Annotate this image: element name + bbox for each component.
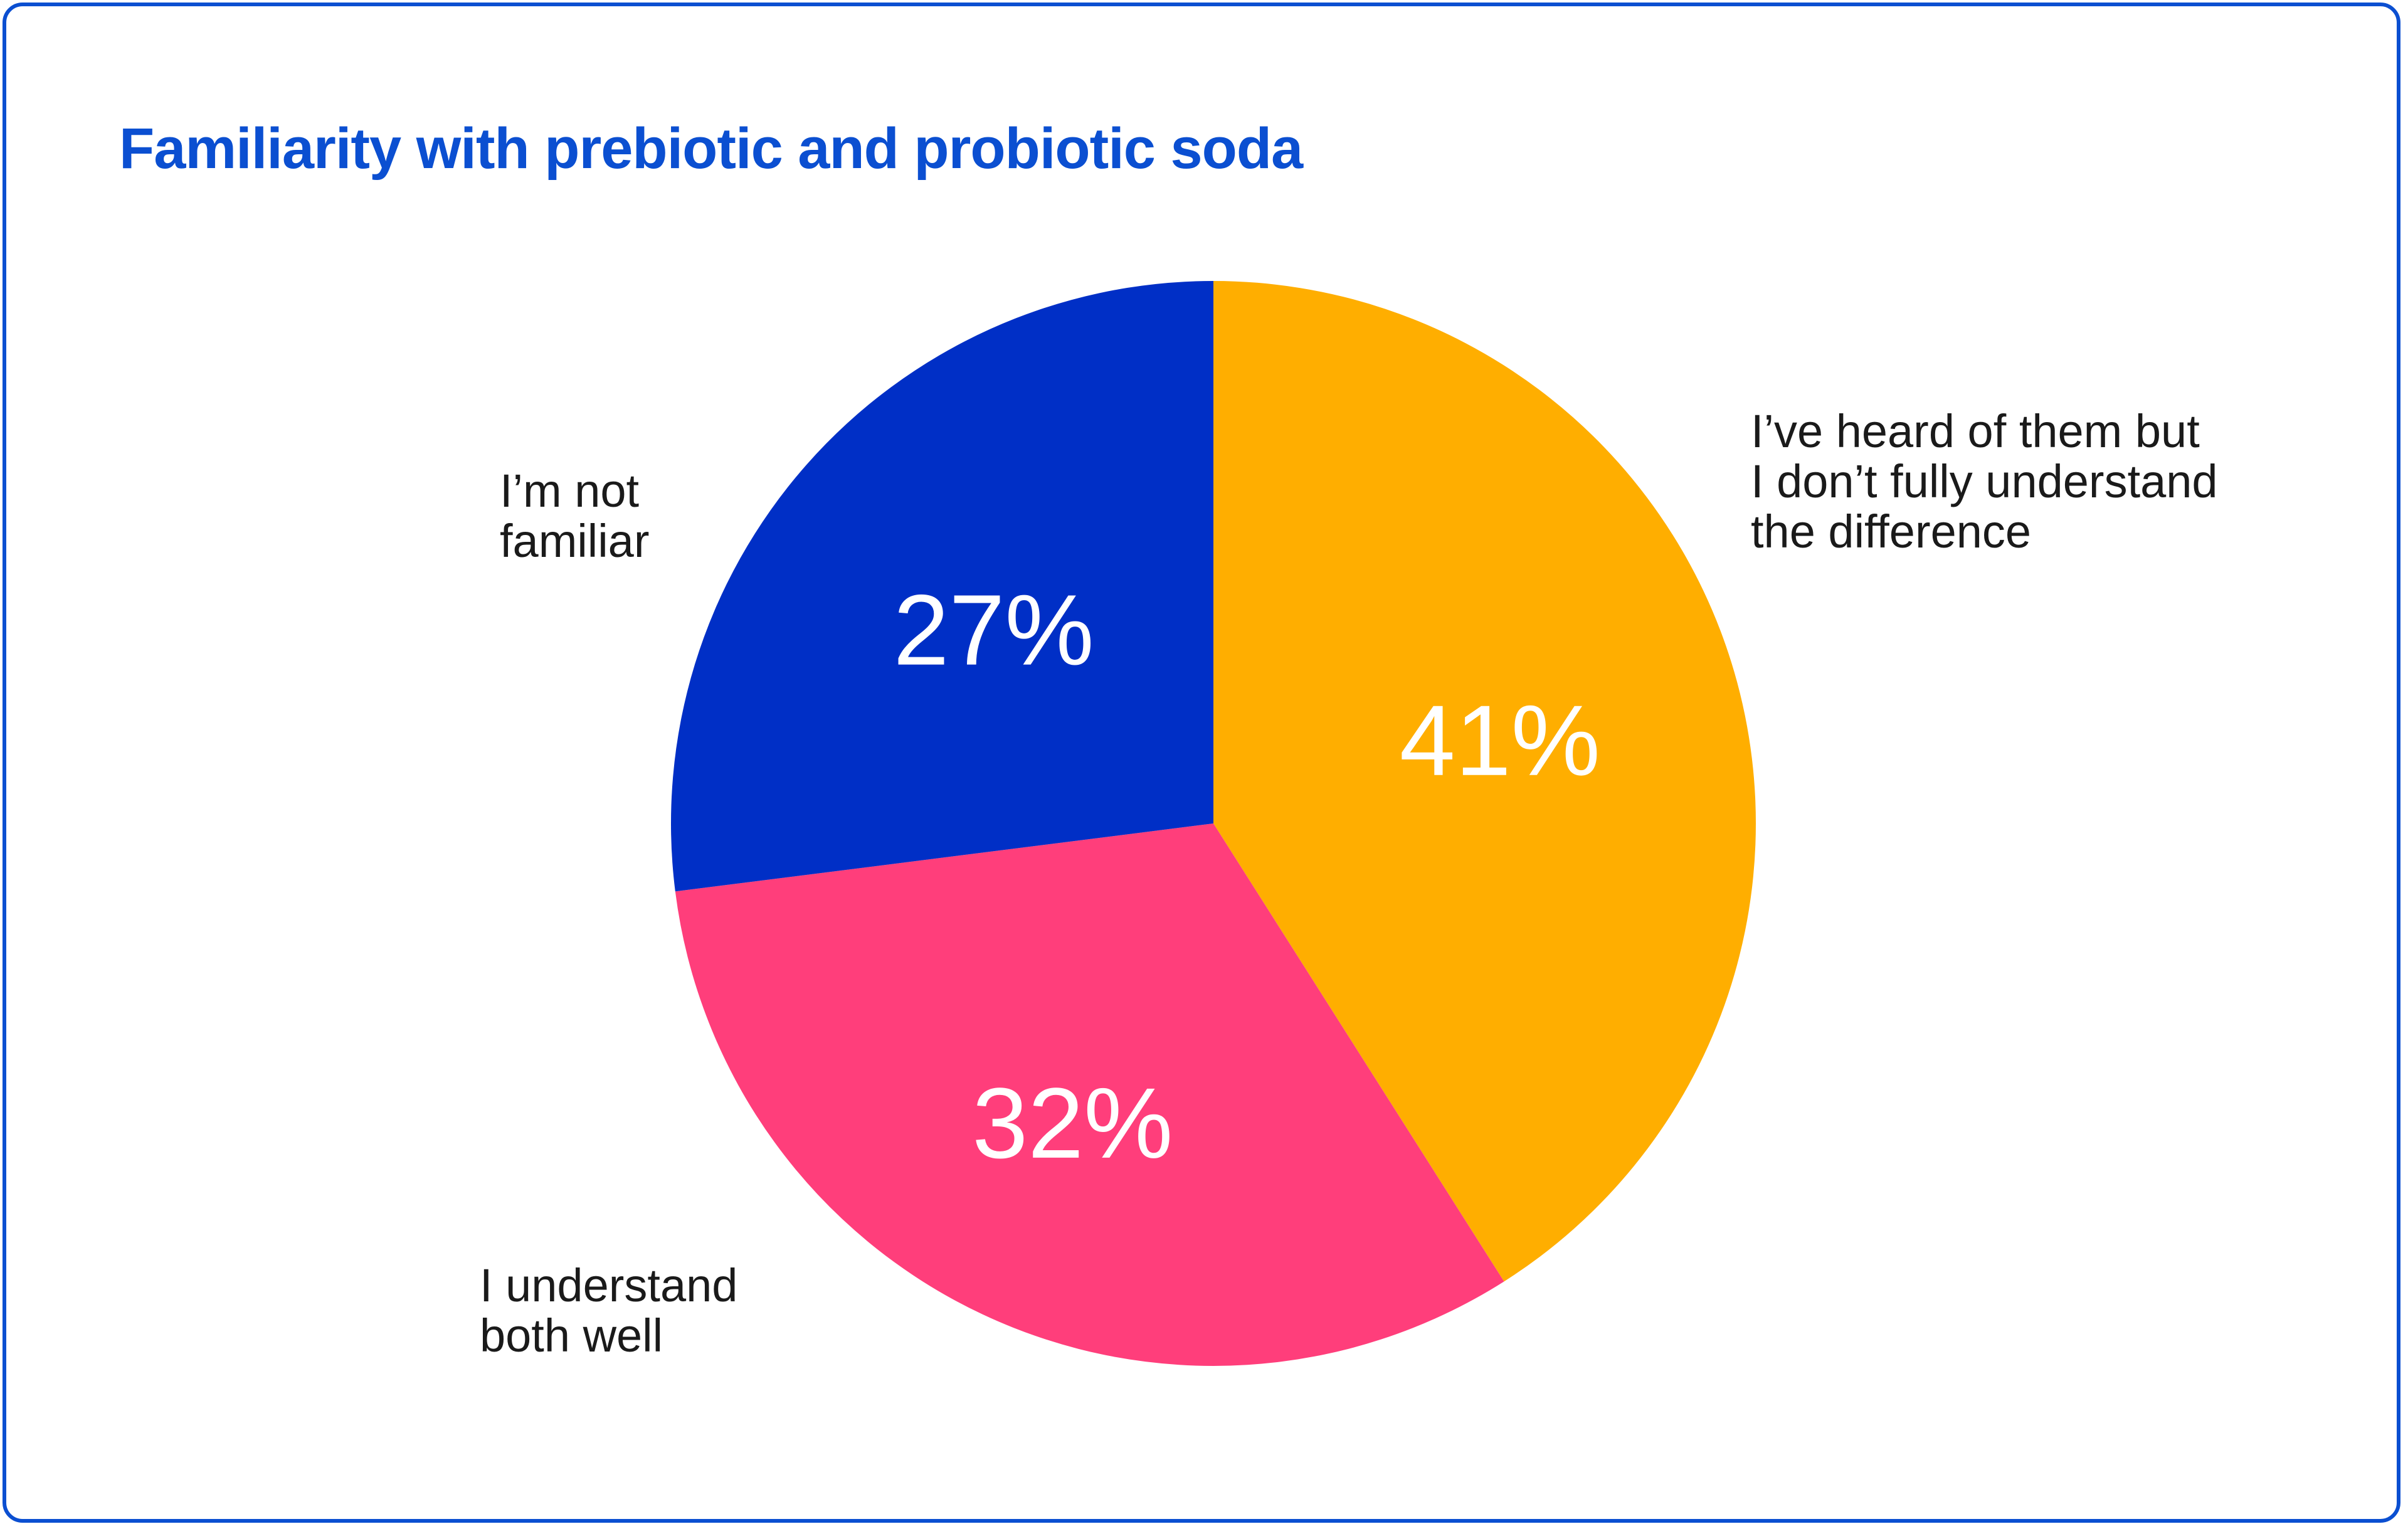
chart-title: Familiarity with prebiotic and probiotic…	[119, 117, 1303, 181]
slice-label-understand-both: I understand both well	[480, 1261, 737, 1361]
slice-label-line: familiar	[500, 515, 650, 567]
pie-slices	[671, 281, 1756, 1366]
pie-value-labels: 41% 32% 27%	[894, 574, 1600, 1179]
slice-value-heard-not-understand: 41%	[1400, 684, 1600, 796]
slice-value-understand-both: 32%	[972, 1067, 1173, 1179]
pie-slice-heard-not-understand	[1213, 281, 1756, 1282]
slice-value-not-familiar: 27%	[894, 574, 1094, 686]
slice-label-line: I’ve heard of them but	[1751, 405, 2200, 457]
pie-slice-not-familiar	[671, 281, 1213, 892]
slice-label-heard-not-understand: I’ve heard of them but I don’t fully und…	[1751, 406, 2218, 557]
slice-label-line: I don’t fully understand	[1751, 455, 2218, 507]
slice-label-line: I understand	[480, 1259, 738, 1311]
slice-label-line: both well	[480, 1309, 663, 1362]
slice-label-not-familiar: I’m not familiar	[500, 466, 649, 566]
pie-slice-understand-both	[675, 823, 1504, 1366]
slice-label-line: I’m not	[500, 465, 640, 517]
slice-label-line: the difference	[1751, 505, 2032, 558]
